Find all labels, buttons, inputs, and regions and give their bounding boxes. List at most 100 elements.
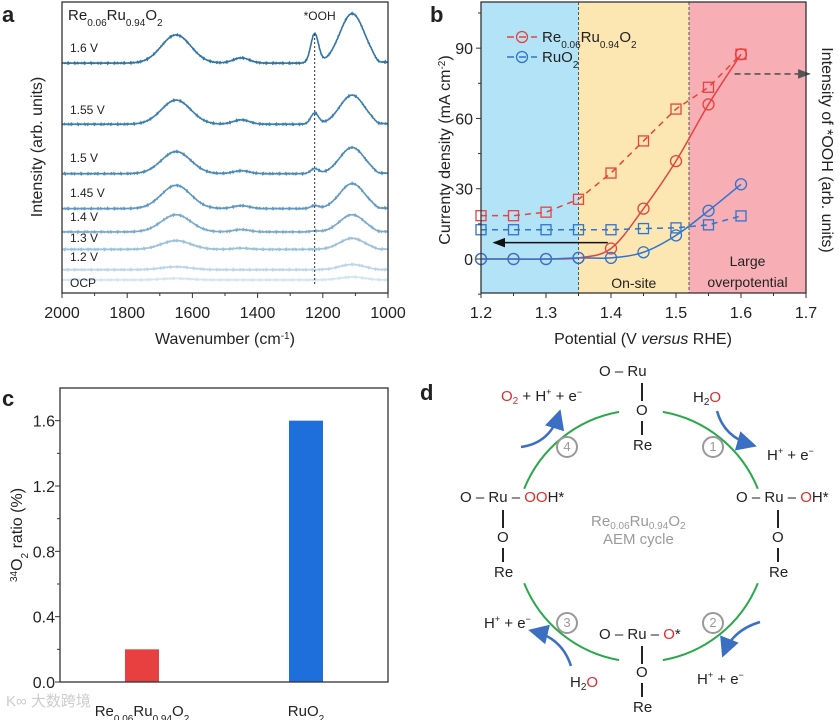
text-part: 2: [184, 714, 190, 720]
text-part: 0.06: [561, 40, 581, 51]
cycle-arc: [523, 582, 620, 662]
potential-region: [578, 2, 689, 293]
text-part: 0.94: [153, 714, 173, 720]
data-point-circle: [604, 242, 618, 255]
data-point-circle: [637, 246, 650, 259]
oxygen-label: O: [636, 664, 648, 681]
y-tick-label: 1.2: [33, 479, 55, 496]
data-point-square: [540, 224, 552, 236]
data-point-square: [670, 222, 682, 234]
text-part: 0.94: [600, 40, 620, 51]
spectrum-label: 1.3 V: [70, 231, 98, 245]
text-part: RuO: [288, 703, 319, 720]
text-part: ): [290, 331, 295, 348]
step2-product: H+ + e−: [697, 670, 744, 688]
current-curve: [481, 183, 742, 260]
y-tick-label: 1.6: [33, 414, 55, 431]
data-point-square: [637, 222, 650, 235]
spectrum-label: 1.2 V: [70, 250, 98, 264]
text-part: ratio (%): [9, 488, 26, 553]
bond: [502, 548, 504, 562]
text-part: 2: [319, 714, 325, 720]
text-part: O: [145, 7, 157, 24]
ooh-annotation: *OOH: [304, 9, 336, 23]
watermark: K∞ 大数跨境: [6, 693, 91, 710]
spectrum-line: [61, 145, 389, 177]
data-point-circle: [507, 252, 520, 266]
text-part: Wavenumber (cm: [155, 331, 281, 348]
category-label: Re0.06Ru0.94O2: [95, 703, 190, 720]
step1-reagent-water: H2O: [693, 389, 722, 408]
x-tick-label: 1.4: [600, 305, 622, 322]
text-part: -2: [437, 60, 448, 69]
panel-label-a: a: [2, 2, 15, 27]
data-point-square: [605, 167, 617, 179]
data-point-circle: [669, 154, 683, 168]
panel-label-c: c: [2, 386, 15, 411]
x-tick-label: 1.5: [665, 305, 687, 322]
data-point-square: [702, 81, 715, 93]
data-point-circle: [604, 251, 618, 265]
step1-product: H+ + e−: [767, 446, 814, 464]
text-part: 2: [157, 18, 163, 29]
rhenium-label: Re: [633, 699, 653, 716]
text-part: -1: [281, 331, 290, 342]
text-part: versus: [641, 331, 688, 348]
bond: [641, 646, 643, 664]
data-point-circle: [539, 252, 553, 266]
cycle-arc: [662, 582, 759, 662]
region-label-overpotential: overpotential: [707, 274, 787, 290]
data-point-square: [572, 193, 585, 205]
plot-frame-c: [59, 387, 389, 683]
legend-marker: [515, 30, 529, 44]
x-tick-label: 1000: [370, 305, 406, 322]
spectrum-line: [61, 262, 389, 273]
x-tick-label: 2000: [44, 305, 80, 322]
spectrum-line: [61, 93, 389, 127]
bond: [777, 548, 779, 562]
data-point-square: [507, 224, 520, 236]
top-structure: O – Ru: [599, 363, 647, 380]
spectrum-line: [61, 236, 389, 252]
right-structure: O – Ru – OH*: [736, 489, 829, 506]
text-part: 0.94: [126, 18, 146, 29]
data-point-square: [605, 224, 617, 236]
spectrum-line: [61, 11, 389, 66]
right-axis-label: Intensity of *OOH (arb. units): [818, 47, 835, 252]
spectrum-line: [61, 212, 389, 235]
y-tick-label: 30: [455, 182, 473, 199]
text-part: Ru: [581, 29, 600, 46]
data-point-circle: [572, 251, 585, 265]
bar: [289, 420, 323, 682]
bond: [502, 510, 504, 528]
data-point-circle: [734, 178, 748, 191]
cycle-center-formula: Re0.06Ru0.94O2: [591, 513, 686, 532]
panel-label-d: d: [420, 380, 434, 405]
data-point-circle: [702, 204, 715, 217]
data-point-square: [637, 135, 650, 147]
step3-product: H+ + e−: [484, 614, 531, 632]
spectrum-label: 1.4 V: [70, 210, 98, 224]
spectrum-label: 1.6 V: [70, 41, 98, 55]
step-2-badge: 2: [702, 612, 724, 634]
text-part: Ru: [133, 703, 152, 720]
x-tick-label: 1.3: [535, 305, 557, 322]
cycle-center-label: AEM cycle: [603, 531, 674, 548]
x-tick-label: 1200: [305, 305, 341, 322]
text-part: O: [9, 558, 26, 570]
data-point-square: [670, 103, 682, 115]
data-point-square: [507, 210, 520, 222]
data-point-square: [735, 210, 747, 222]
step3-arrow: [528, 624, 573, 667]
x-axis-label: Potential (V versus RHE): [554, 331, 732, 348]
step-3-badge: 3: [556, 612, 578, 634]
x-tick-label: 1800: [109, 305, 145, 322]
text-part: ): [437, 55, 454, 60]
step2-arrow: [720, 620, 761, 658]
oxygen-label: O: [497, 529, 509, 546]
data-point-square: [572, 224, 585, 236]
y-tick-label: 0: [464, 252, 473, 269]
left-structure: O – Ru – OOH*: [460, 489, 565, 506]
